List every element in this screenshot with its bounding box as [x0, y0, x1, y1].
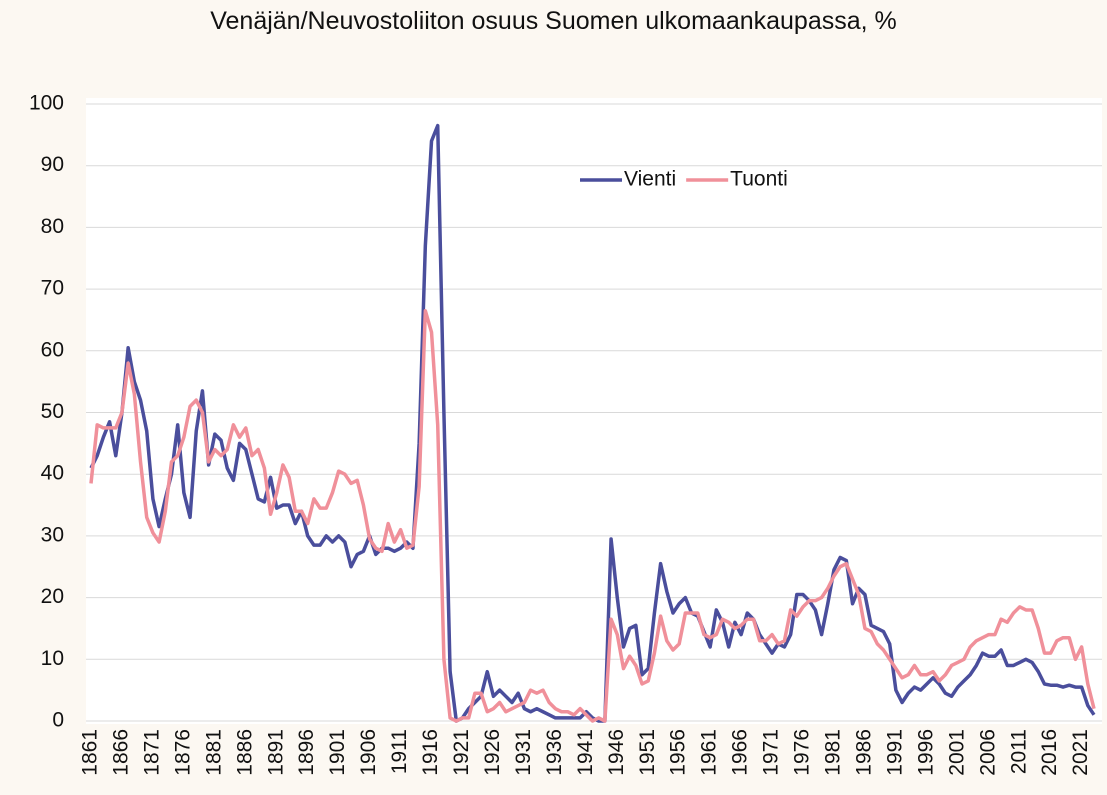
x-tick-label: 1966 [729, 729, 752, 776]
x-tick-label: 1866 [110, 729, 133, 776]
x-tick-label: 1926 [481, 729, 504, 776]
x-tick-label: 2016 [1038, 729, 1061, 776]
chart-title: Venäjän/Neuvostoliiton osuus Suomen ulko… [210, 7, 897, 35]
y-tick-label: 10 [41, 647, 64, 670]
legend-label: Tuonti [730, 168, 788, 191]
line-series [89, 123, 1096, 723]
x-tick-label: 1971 [760, 729, 783, 776]
y-tick-label: 50 [41, 400, 64, 423]
legend-label: Vienti [624, 168, 676, 191]
y-tick-label: 70 [41, 277, 64, 300]
x-tick-label: 1956 [667, 729, 690, 776]
y-tick-label: 100 [29, 92, 64, 115]
x-tick-label: 1991 [883, 729, 906, 776]
y-tick-label: 30 [41, 523, 64, 546]
x-tick-label: 2021 [1069, 729, 1092, 776]
x-tick-label: 1976 [791, 729, 814, 776]
x-tick-label: 2001 [945, 729, 968, 776]
x-tick-label: 1911 [388, 729, 411, 774]
x-tick-label: 1861 [79, 729, 102, 776]
y-tick-label: 20 [41, 585, 64, 608]
x-tick-label: 1931 [512, 729, 535, 776]
x-tick-label: 1871 [140, 729, 163, 776]
title-box: Venäjän/Neuvostoliiton osuus Suomen ulko… [0, 6, 1107, 36]
x-tick-label: 1881 [202, 729, 225, 776]
x-tick-label: 1961 [698, 729, 721, 776]
x-tick-label: 1876 [171, 729, 194, 776]
x-tick-label: 1896 [295, 729, 318, 776]
x-tick-label: 1951 [636, 729, 659, 776]
x-tick-label: 1906 [357, 729, 380, 776]
x-tick-label: 1996 [914, 729, 937, 776]
y-tick-label: 80 [41, 215, 64, 238]
y-tick-label: 0 [52, 709, 64, 732]
x-tick-label: 1981 [822, 729, 845, 776]
y-tick-label: 90 [41, 153, 64, 176]
x-tick-label: 2011 [1007, 729, 1030, 774]
x-tick-label: 1901 [326, 729, 349, 776]
y-tick-label: 60 [41, 338, 64, 361]
y-tick-label: 40 [41, 462, 64, 485]
x-tick-label: 1936 [543, 729, 566, 776]
x-tick-label: 1946 [605, 729, 628, 776]
x-tick-label: 1921 [450, 729, 473, 776]
x-tick-label: 2006 [976, 729, 999, 776]
x-tick-label: 1986 [852, 729, 875, 776]
plot-area [86, 98, 1102, 724]
x-tick-label: 1886 [233, 729, 256, 776]
line-series [89, 308, 1096, 723]
x-tick-label: 1891 [264, 729, 287, 776]
x-tick-label: 1916 [419, 729, 442, 776]
x-tick-label: 1941 [574, 729, 597, 776]
